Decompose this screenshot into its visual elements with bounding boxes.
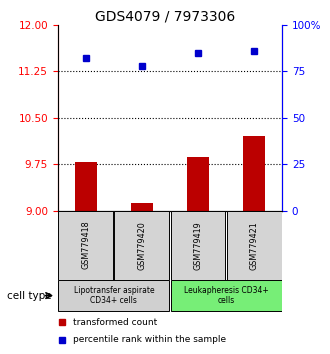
- Bar: [243, 136, 265, 211]
- Text: transformed count: transformed count: [74, 318, 158, 327]
- Text: Leukapheresis CD34+
cells: Leukapheresis CD34+ cells: [184, 286, 268, 305]
- Bar: [115, 211, 169, 280]
- Bar: [131, 202, 153, 211]
- Bar: [171, 211, 225, 280]
- Bar: [171, 280, 281, 311]
- Text: Lipotransfer aspirate
CD34+ cells: Lipotransfer aspirate CD34+ cells: [74, 286, 154, 305]
- Text: GSM779418: GSM779418: [81, 221, 90, 269]
- Text: percentile rank within the sample: percentile rank within the sample: [74, 335, 227, 344]
- Text: GSM779419: GSM779419: [193, 221, 203, 269]
- Text: GSM779421: GSM779421: [249, 221, 259, 269]
- Bar: [58, 211, 113, 280]
- Bar: [187, 157, 209, 211]
- Bar: [75, 162, 97, 211]
- Text: GSM779420: GSM779420: [137, 221, 147, 269]
- Text: cell type: cell type: [7, 291, 51, 301]
- Bar: [227, 211, 281, 280]
- Bar: [58, 280, 169, 311]
- Text: GDS4079 / 7973306: GDS4079 / 7973306: [95, 10, 235, 24]
